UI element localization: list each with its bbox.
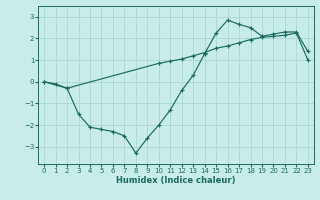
X-axis label: Humidex (Indice chaleur): Humidex (Indice chaleur)	[116, 176, 236, 185]
